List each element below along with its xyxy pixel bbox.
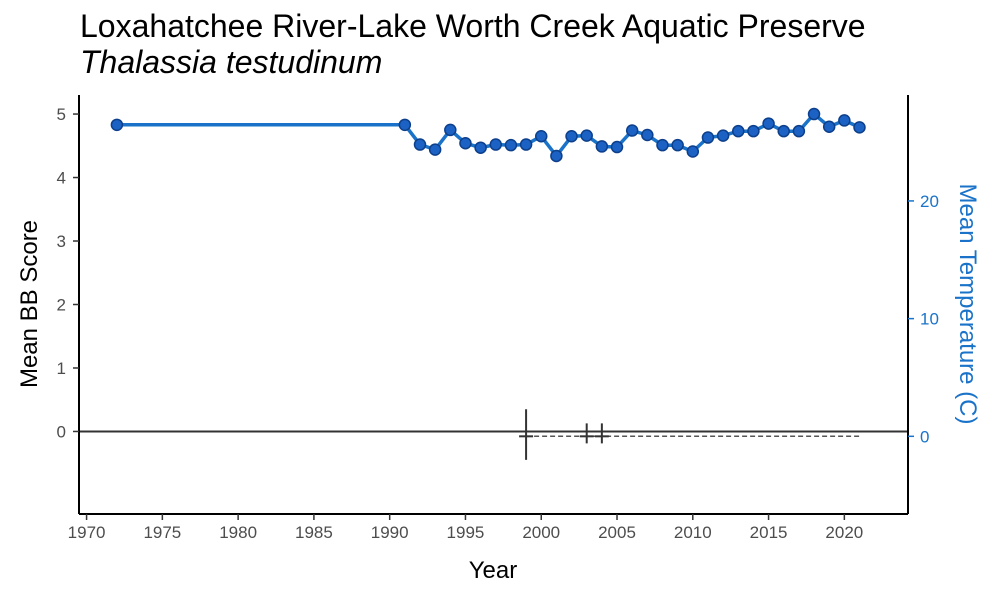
x-tick-label: 1980: [219, 523, 257, 542]
bb-score-point: [686, 145, 700, 158]
bb-score-point: [853, 121, 866, 134]
bb-score-line: [116, 112, 861, 158]
x-tick-label: 1985: [295, 523, 333, 542]
x-tick-label: 1970: [68, 523, 106, 542]
bb-score-point: [428, 143, 442, 156]
bb-score-point: [534, 130, 548, 143]
x-tick-label: 1995: [447, 523, 485, 542]
y2-axis-title: Mean Temperature (C): [954, 184, 981, 425]
bb-score-point: [822, 120, 836, 133]
bb-score-point: [807, 107, 821, 121]
x-tick-label: 1990: [371, 523, 409, 542]
bb-score-point: [565, 130, 578, 143]
bb-score-point: [595, 140, 609, 153]
y-tick-label: 2: [57, 296, 66, 315]
bb-score-point: [474, 141, 487, 154]
x-axis-title: Year: [469, 557, 518, 584]
bb-score-point: [504, 138, 518, 152]
bb-score-point: [732, 124, 745, 138]
x-tick-label: 2020: [825, 523, 863, 542]
y-tick-label: 3: [57, 232, 66, 251]
x-tick-label: 2015: [750, 523, 788, 542]
x-tick-label: 2000: [522, 523, 560, 542]
chart-subtitle: Thalassia testudinum: [80, 44, 383, 80]
temperature-layer: [519, 409, 860, 460]
y2-tick-label: 20: [920, 192, 939, 211]
bb-score-point: [656, 138, 669, 152]
bb-score-series: [110, 107, 866, 163]
bb-score-point: [459, 136, 472, 150]
bb-score-point: [519, 138, 533, 151]
bb-score-point: [762, 117, 775, 130]
y-axis-title: Mean BB Score: [16, 220, 43, 388]
bb-score-point: [777, 124, 790, 138]
y-tick-label: 4: [57, 169, 66, 188]
axes-layer: 1970 1975 1980 1985 1990 1995 2000 2005 2010 2015…: [57, 95, 939, 542]
bb-score-point: [716, 129, 730, 142]
x-tick-label: 1975: [143, 523, 181, 542]
x-tick-label: 2005: [598, 523, 636, 542]
bb-score-point: [625, 124, 639, 137]
bb-score-point: [747, 124, 760, 138]
bb-score-point: [701, 131, 715, 144]
bb-score-point: [550, 149, 563, 163]
y2-tick-label: 0: [920, 427, 929, 446]
bb-score-point: [413, 138, 427, 151]
bb-score-point: [641, 128, 654, 142]
bb-score-point: [671, 138, 684, 152]
bb-score-point: [792, 124, 806, 138]
bb-score-point: [838, 114, 851, 127]
bb-score-point: [489, 138, 503, 151]
y2-tick-label: 10: [920, 310, 939, 329]
bb-score-point: [610, 140, 624, 154]
y-tick-label: 0: [57, 422, 66, 441]
bb-score-point: [444, 123, 457, 137]
bb-score-point: [398, 118, 412, 132]
y-tick-label: 1: [57, 359, 66, 378]
x-tick-label: 2010: [674, 523, 712, 542]
chart-title: Loxahatchee River-Lake Worth Creek Aquat…: [80, 8, 866, 44]
bb-score-point: [580, 129, 593, 142]
y-tick-label: 5: [57, 105, 66, 124]
bb-score-point: [110, 118, 124, 132]
